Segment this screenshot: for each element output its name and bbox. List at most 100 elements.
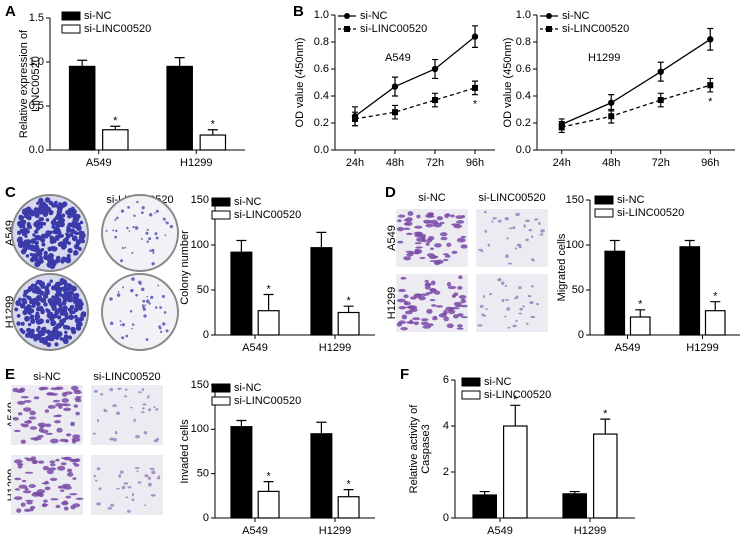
cell <box>482 314 487 317</box>
legend-label: si-NC <box>360 10 388 22</box>
cell <box>429 260 439 263</box>
colony <box>14 307 19 312</box>
cell <box>29 410 36 416</box>
colony <box>162 217 166 221</box>
cell <box>460 298 466 304</box>
colony <box>36 201 40 205</box>
image-column-label: si-NC <box>33 371 61 383</box>
colony <box>26 327 32 333</box>
legend-label: si-LINC00520 <box>84 23 151 35</box>
cell <box>504 315 507 318</box>
colony <box>52 218 57 222</box>
cell <box>112 404 117 408</box>
y-tick-label: 100 <box>566 239 584 251</box>
cell <box>539 233 544 236</box>
bar <box>230 426 253 519</box>
cell <box>414 225 423 229</box>
colony <box>67 241 71 245</box>
cell <box>440 236 448 241</box>
colony <box>136 200 139 204</box>
colony <box>74 295 79 300</box>
legend-swatch <box>61 11 81 21</box>
cell <box>21 479 27 483</box>
micrograph <box>476 209 548 267</box>
x-tick-label: A549 <box>86 157 112 169</box>
colony <box>47 246 53 252</box>
colony <box>148 213 153 217</box>
colony <box>54 231 59 235</box>
cell <box>400 327 408 331</box>
cell <box>109 387 114 392</box>
colony <box>148 237 151 240</box>
y-tick-label: 0 <box>203 329 209 341</box>
colony <box>36 279 41 284</box>
dish <box>101 194 179 272</box>
cell <box>525 219 530 223</box>
cell <box>21 423 30 428</box>
cell <box>16 508 22 513</box>
cell <box>396 226 404 232</box>
cell <box>53 420 61 424</box>
cell <box>73 389 81 392</box>
legend-marker <box>344 13 350 19</box>
cell <box>403 222 410 226</box>
cell <box>20 502 26 507</box>
y-tick-label: 0 <box>443 512 449 524</box>
colony <box>74 213 79 218</box>
x-tick-label: A549 <box>487 525 513 537</box>
cell <box>458 275 463 280</box>
legend-label: si-LINC00520 <box>234 209 301 221</box>
cell <box>103 410 108 413</box>
legend-swatch <box>61 24 81 34</box>
colony <box>30 212 35 217</box>
cell <box>61 398 69 403</box>
colony <box>127 206 130 209</box>
legend-swatch <box>594 208 614 218</box>
line <box>354 36 476 117</box>
field <box>91 455 163 515</box>
colony <box>144 304 147 307</box>
cell <box>507 326 511 329</box>
colony <box>62 297 68 302</box>
colony <box>128 230 131 232</box>
colony <box>29 308 35 314</box>
cell <box>62 500 68 505</box>
y-tick-label: 0.2 <box>314 117 329 129</box>
cell <box>479 304 484 308</box>
cell <box>147 395 150 399</box>
error-bar <box>343 489 354 497</box>
colony <box>39 236 44 241</box>
bar <box>257 310 280 336</box>
x-tick-label: 72h <box>652 157 670 169</box>
error-bar <box>600 418 611 435</box>
cell <box>153 439 158 443</box>
cell <box>424 279 429 283</box>
colony <box>126 226 129 230</box>
cell <box>398 305 407 310</box>
colony <box>131 277 135 281</box>
colony <box>56 331 63 338</box>
bar <box>337 311 360 336</box>
error-bar <box>263 293 274 311</box>
colony <box>37 330 44 337</box>
colony <box>62 337 68 343</box>
cell <box>460 215 466 219</box>
colony <box>49 263 56 270</box>
cell <box>460 244 468 249</box>
cell <box>504 284 508 288</box>
cell <box>446 242 452 247</box>
colony <box>35 297 40 302</box>
cell <box>504 217 510 221</box>
colony <box>73 250 79 256</box>
legend-label: si-NC <box>234 196 262 208</box>
micrograph <box>11 455 84 515</box>
colony <box>25 254 30 258</box>
colony <box>16 313 21 318</box>
cell <box>70 385 79 391</box>
legend-swatch <box>211 197 231 207</box>
error-bar <box>236 239 247 253</box>
cell <box>423 221 432 224</box>
cell <box>39 424 45 428</box>
point <box>431 65 439 73</box>
cell <box>418 295 426 301</box>
